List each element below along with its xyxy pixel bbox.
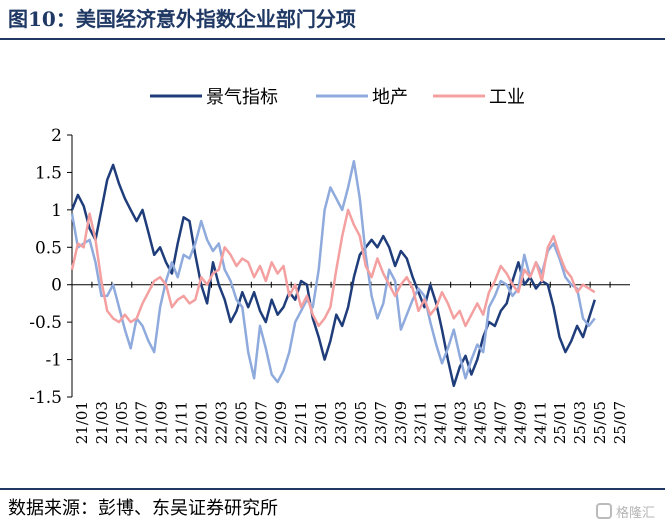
x-tick-label: 22/01: [193, 401, 211, 444]
y-tick-label: -1.5: [29, 388, 62, 408]
x-tick-label: 22/03: [212, 401, 230, 444]
source-rule: [0, 488, 665, 490]
series-lines: [70, 159, 596, 388]
axes: 21.510.50-0.5-1-1.521/01 21/03 21/05 21/07 2…: [29, 126, 630, 444]
legend-label-0: 景气指标: [206, 87, 278, 108]
x-tick-label: 21/09: [153, 401, 171, 444]
x-tick-label: 23/11: [412, 401, 430, 444]
x-tick-label: 22/05: [232, 401, 250, 444]
x-tick-label: 24/11: [531, 401, 549, 444]
source-note: 数据来源：彭博、东吴证券研究所: [8, 498, 278, 519]
watermark: 格隆汇: [595, 500, 655, 522]
x-tick-label: 24/05: [472, 401, 490, 444]
watermark-logo-icon: [595, 503, 612, 519]
x-tick-label: 23/07: [372, 401, 390, 444]
series-line-2: [70, 208, 596, 328]
x-tick-label: 21/01: [73, 401, 91, 444]
x-tick-label: 24/01: [432, 401, 450, 444]
y-tick-label: -1: [45, 351, 62, 371]
y-tick-label: 1.5: [35, 163, 62, 183]
x-tick-label: 25/01: [551, 401, 569, 444]
legend-label-2: 工业: [489, 87, 525, 108]
y-tick-label: -0.5: [29, 313, 62, 333]
x-tick-label: 21/11: [173, 401, 191, 444]
x-tick-label: 21/03: [93, 401, 111, 444]
x-tick-label: 25/05: [591, 401, 609, 444]
title-rule: [0, 38, 665, 40]
x-tick-label: 22/07: [252, 401, 270, 444]
x-tick-label: 21/07: [133, 401, 151, 444]
x-tick-label: 23/09: [392, 401, 410, 444]
x-tick-label: 23/03: [332, 401, 350, 444]
line-chart: 景气指标 地产 工业 21.510.50-0.5-1-1.521/01 21/03 21…: [29, 87, 630, 444]
x-tick-label: 24/03: [452, 401, 470, 444]
legend-label-1: 地产: [372, 87, 408, 108]
x-tick-label: 22/09: [272, 401, 290, 444]
y-tick-label: 0: [51, 276, 62, 296]
y-tick-label: 1: [51, 201, 62, 221]
y-tick-label: 2: [51, 126, 62, 146]
chart-title: 图10：美国经济意外指数企业部门分项: [8, 7, 356, 31]
x-tick-label: 23/01: [312, 401, 330, 444]
x-tick-label: 24/09: [511, 401, 529, 444]
x-tick-label: 24/07: [491, 401, 509, 444]
y-tick-label: 0.5: [35, 238, 62, 258]
series-line-1: [70, 159, 596, 384]
legend: 景气指标 地产 工业: [150, 87, 525, 108]
x-tick-label: 25/07: [611, 401, 629, 444]
series-line-0: [70, 163, 596, 388]
watermark-text: 格隆汇: [615, 505, 655, 521]
x-tick-label: 25/03: [571, 401, 589, 444]
x-tick-label: 21/05: [113, 401, 131, 444]
x-tick-label: 22/11: [292, 401, 310, 444]
x-tick-label: 23/05: [352, 401, 370, 444]
